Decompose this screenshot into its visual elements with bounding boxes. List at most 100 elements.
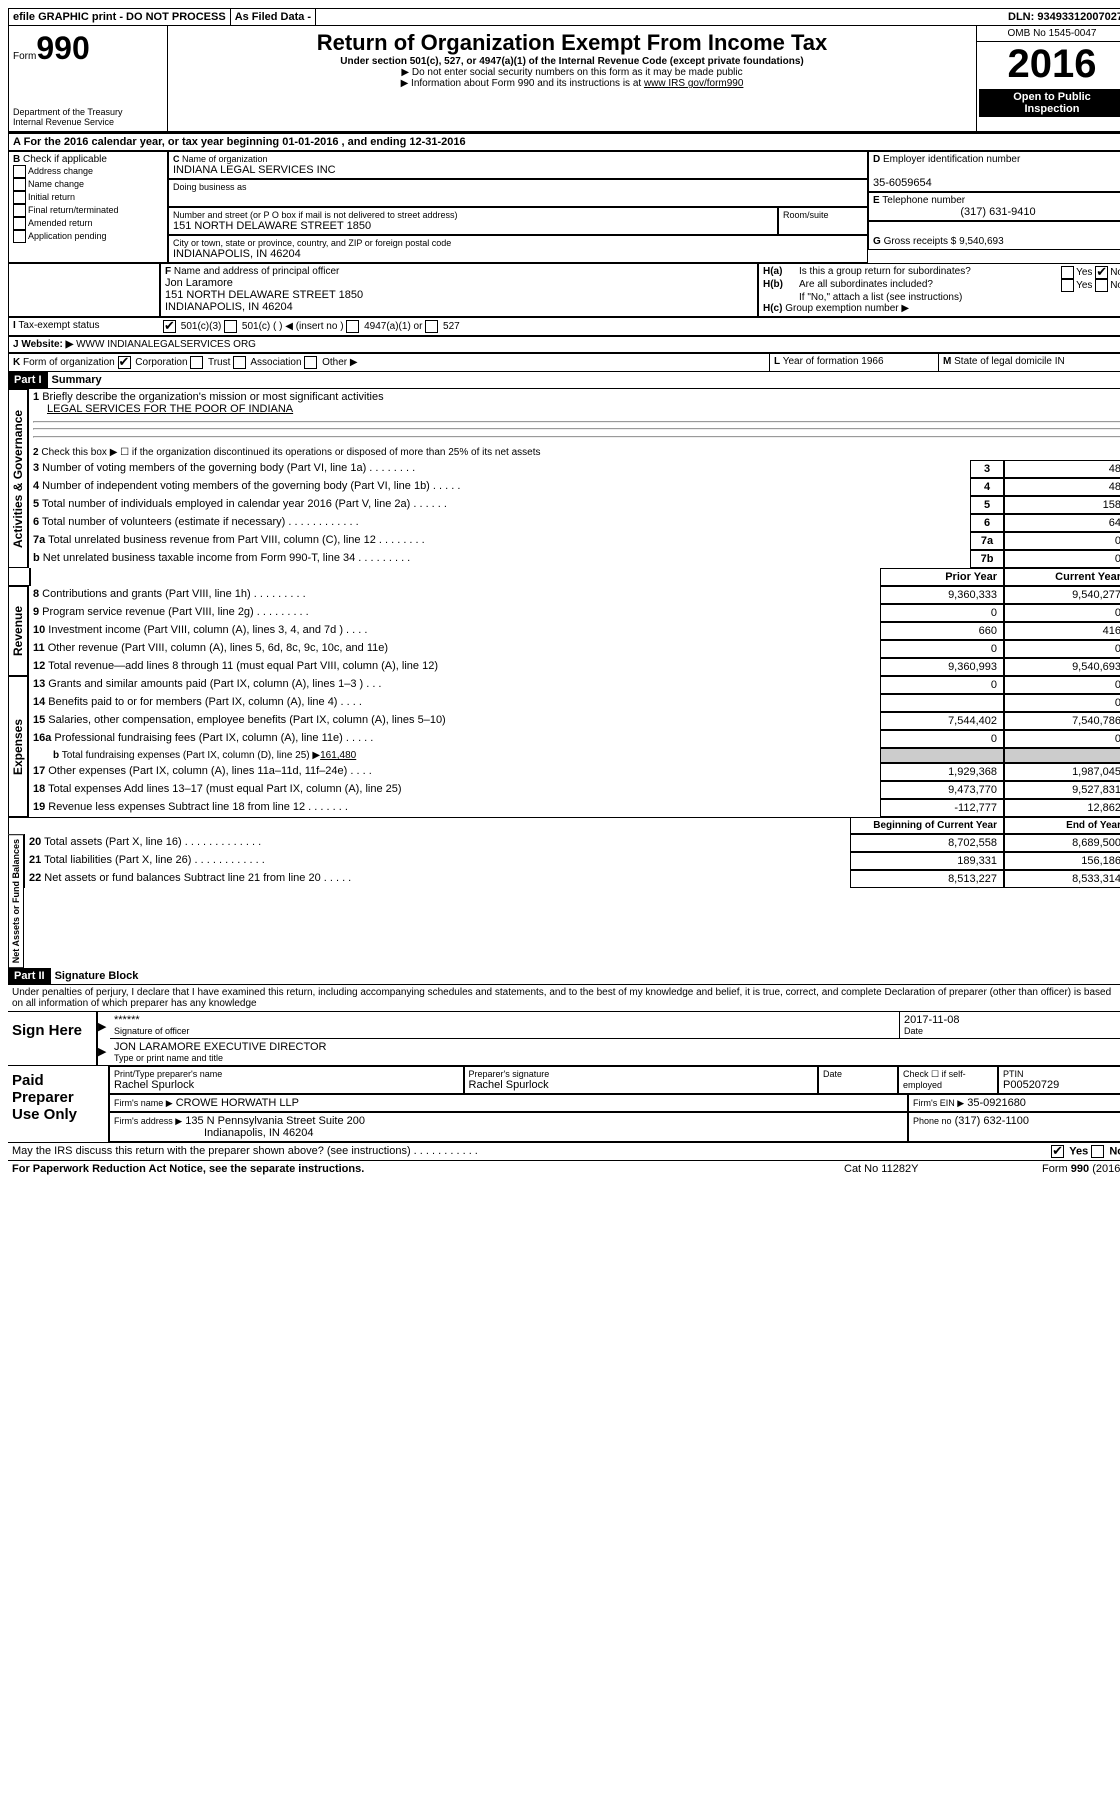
cb-other[interactable] bbox=[304, 356, 317, 369]
preparer-sig: Rachel Spurlock bbox=[469, 1079, 814, 1091]
footer-row: For Paperwork Reduction Act Notice, see … bbox=[8, 1161, 1120, 1177]
irs-link[interactable]: www IRS gov/form990 bbox=[644, 78, 743, 89]
form-word: Form bbox=[13, 51, 36, 62]
phone: (317) 631-9410 bbox=[873, 206, 1120, 218]
cat-no: Cat No 11282Y bbox=[844, 1163, 984, 1175]
dln-value: 93493312007027 bbox=[1037, 11, 1120, 23]
info-grid: B Check if applicable Address change Nam… bbox=[8, 151, 1120, 263]
paid-preparer-label: Paid Preparer Use Only bbox=[8, 1066, 108, 1142]
officer-addr2: INDIANAPOLIS, IN 46204 bbox=[165, 301, 753, 313]
sig-redacted: ****** bbox=[114, 1014, 895, 1026]
website: WWW INDIANALEGALSERVICES ORG bbox=[76, 339, 256, 350]
cb-501c3[interactable] bbox=[163, 320, 176, 333]
box-i: I Tax-exempt status 501(c)(3) 501(c) ( )… bbox=[8, 317, 1120, 336]
cb-amended[interactable] bbox=[13, 217, 26, 230]
discuss-row: May the IRS discuss this return with the… bbox=[8, 1143, 1120, 1161]
cb-ha-yes[interactable] bbox=[1061, 266, 1074, 279]
paperwork-notice: For Paperwork Reduction Act Notice, see … bbox=[12, 1163, 844, 1175]
title-box: Return of Organization Exempt From Incom… bbox=[168, 26, 976, 131]
cb-app-pending[interactable] bbox=[13, 230, 26, 243]
city-state-zip: INDIANAPOLIS, IN 46204 bbox=[173, 248, 863, 260]
cb-hb-no[interactable] bbox=[1095, 279, 1108, 292]
dln-label: DLN: bbox=[1008, 11, 1034, 23]
box-klm: K Form of organization Corporation Trust… bbox=[8, 353, 1120, 372]
prior-current-header: Prior Year Current Year bbox=[8, 568, 1120, 586]
as-filed: As Filed Data - bbox=[231, 9, 316, 25]
cb-4947[interactable] bbox=[346, 320, 359, 333]
cb-name-change[interactable] bbox=[13, 178, 26, 191]
part2-title: Part II bbox=[8, 968, 51, 985]
cb-assoc[interactable] bbox=[233, 356, 246, 369]
open-public-1: Open to Public bbox=[985, 91, 1119, 103]
self-employed-check: Check ☐ if self-employed bbox=[898, 1066, 998, 1094]
tax-year: 2016 bbox=[977, 42, 1120, 87]
cb-501c[interactable] bbox=[224, 320, 237, 333]
sign-here-block: Sign Here ▶▶ ****** Signature of officer… bbox=[8, 1012, 1120, 1066]
cb-discuss-no[interactable] bbox=[1091, 1145, 1104, 1158]
cb-trust[interactable] bbox=[190, 356, 203, 369]
part1-activities: Activities & Governance 1 Briefly descri… bbox=[8, 389, 1120, 568]
cb-hb-yes[interactable] bbox=[1061, 279, 1074, 292]
sig-date: 2017-11-08 bbox=[904, 1014, 1120, 1026]
part1-revenue: Revenue 8 Contributions and grants (Part… bbox=[8, 586, 1120, 676]
omb-no: OMB No 1545-0047 bbox=[977, 26, 1120, 42]
cb-final-return[interactable] bbox=[13, 204, 26, 217]
cb-address-change[interactable] bbox=[13, 165, 26, 178]
box-h: H(a)Is this a group return for subordina… bbox=[758, 263, 1120, 317]
form-subtitle: Under section 501(c), 527, or 4947(a)(1)… bbox=[176, 56, 968, 67]
gross-receipts: 9,540,693 bbox=[959, 236, 1004, 247]
preparer-name: Rachel Spurlock bbox=[114, 1079, 459, 1091]
part1-expenses: Expenses 13 Grants and similar amounts p… bbox=[8, 676, 1120, 817]
section-netassets-label: Net Assets or Fund Balances bbox=[8, 834, 24, 968]
ptin: P00520729 bbox=[1003, 1079, 1120, 1091]
part2-name: Signature Block bbox=[51, 968, 1120, 985]
instructions-note: ▶ Information about Form 990 and its ins… bbox=[176, 78, 968, 89]
perjury-statement: Under penalties of perjury, I declare th… bbox=[8, 985, 1120, 1012]
efile-notice: efile GRAPHIC print - DO NOT PROCESS bbox=[9, 9, 231, 25]
cb-ha-no[interactable] bbox=[1095, 266, 1108, 279]
col-end: End of Year bbox=[1004, 817, 1120, 834]
cb-527[interactable] bbox=[425, 320, 438, 333]
firm-name: CROWE HORWATH LLP bbox=[176, 1097, 299, 1109]
box-c: C Name of organization INDIANA LEGAL SER… bbox=[168, 151, 868, 263]
firm-addr: 135 N Pennsylvania Street Suite 200 bbox=[185, 1115, 365, 1127]
firm-ein: 35-0921680 bbox=[967, 1097, 1026, 1109]
dln: DLN: 93493312007027 bbox=[1004, 9, 1120, 25]
col-current: Current Year bbox=[1004, 568, 1120, 586]
top-bar: efile GRAPHIC print - DO NOT PROCESS As … bbox=[8, 8, 1120, 26]
firm-phone: (317) 632-1100 bbox=[955, 1115, 1029, 1127]
dept-treasury: Department of the Treasury bbox=[13, 107, 163, 117]
box-deg: D Employer identification number 35-6059… bbox=[868, 151, 1120, 263]
street-address: 151 NORTH DELAWARE STREET 1850 bbox=[173, 220, 773, 232]
org-name: INDIANA LEGAL SERVICES INC bbox=[173, 164, 863, 176]
paid-preparer-block: Paid Preparer Use Only Print/Type prepar… bbox=[8, 1066, 1120, 1143]
section-revenue-label: Revenue bbox=[8, 586, 28, 676]
cb-initial-return[interactable] bbox=[13, 191, 26, 204]
part2-header: Part II Signature Block bbox=[8, 968, 1120, 985]
col-prior: Prior Year bbox=[880, 568, 1004, 586]
mission: LEGAL SERVICES FOR THE POOR OF INDIANA bbox=[33, 403, 293, 415]
part1-name: Summary bbox=[48, 372, 1120, 389]
part1-netassets: Net Assets or Fund Balances 20 Total ass… bbox=[8, 834, 1120, 968]
cb-discuss-yes[interactable] bbox=[1051, 1145, 1064, 1158]
dba-label: Doing business as bbox=[173, 182, 863, 192]
form-header: Form990 Department of the Treasury Inter… bbox=[8, 26, 1120, 133]
ein: 35-6059654 bbox=[873, 177, 1120, 189]
form-id-box: Form990 Department of the Treasury Inter… bbox=[9, 26, 168, 131]
officer-name: Jon Laramore bbox=[165, 277, 753, 289]
dept-irs: Internal Revenue Service bbox=[13, 117, 163, 127]
part1-header: Part I Summary bbox=[8, 372, 1120, 389]
form-number: 990 bbox=[36, 30, 89, 66]
open-public-2: Inspection bbox=[985, 103, 1119, 115]
cb-corp[interactable] bbox=[118, 356, 131, 369]
officer-name-title: JON LARAMORE EXECUTIVE DIRECTOR bbox=[114, 1041, 1120, 1053]
officer-addr1: 151 NORTH DELAWARE STREET 1850 bbox=[165, 289, 753, 301]
year-box: OMB No 1545-0047 2016 Open to Public Ins… bbox=[976, 26, 1120, 131]
form-title: Return of Organization Exempt From Incom… bbox=[176, 30, 968, 56]
f-h-row: F Name and address of principal officer … bbox=[8, 263, 1120, 317]
year-formation: 1966 bbox=[861, 356, 883, 367]
sign-here-label: Sign Here bbox=[8, 1012, 96, 1065]
line-a: A For the 2016 calendar year, or tax yea… bbox=[8, 133, 1120, 151]
ssn-note: ▶ Do not enter social security numbers o… bbox=[176, 67, 968, 78]
box-j: J Website: ▶ WWW INDIANALEGALSERVICES OR… bbox=[8, 336, 1120, 353]
